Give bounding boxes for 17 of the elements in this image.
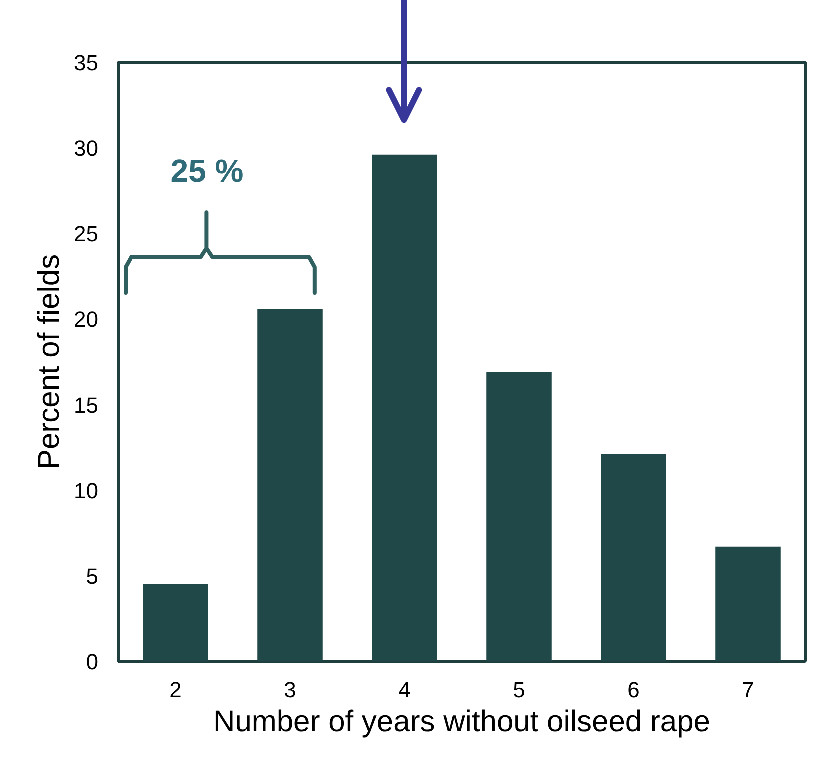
y-tick-label: 5: [86, 564, 99, 589]
x-tick-label: 2: [170, 678, 182, 702]
x-tick-label: 6: [628, 678, 640, 702]
y-tick-label: 0: [86, 650, 99, 674]
y-axis-title: Percent of fields: [33, 254, 66, 470]
x-tick-label: 5: [513, 678, 526, 702]
y-tick-label: 30: [74, 136, 99, 162]
y-tick-label: 35: [74, 50, 99, 76]
x-axis-title: Number of years without oilseed rape: [214, 706, 710, 738]
y-tick-label: 20: [74, 307, 99, 332]
x-tick-label: 7: [742, 678, 754, 702]
x-tick-label: 3: [284, 678, 296, 702]
y-tick-label: 10: [74, 478, 99, 504]
x-tick-label: 4: [398, 678, 411, 702]
y-tick-label: 15: [74, 392, 99, 418]
annotation: 25 %: [170, 153, 244, 190]
y-tick-label: 25: [74, 222, 99, 247]
